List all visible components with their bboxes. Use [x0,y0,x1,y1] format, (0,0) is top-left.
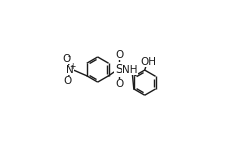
Text: +: + [70,62,76,71]
Text: O: O [63,76,71,86]
Text: OH: OH [140,57,156,67]
Text: O: O [115,50,123,60]
Text: N: N [66,64,74,75]
Text: -: - [68,52,70,61]
Text: O: O [115,79,123,89]
Text: NH: NH [122,64,138,75]
Text: O: O [62,54,71,64]
Text: S: S [115,63,123,76]
